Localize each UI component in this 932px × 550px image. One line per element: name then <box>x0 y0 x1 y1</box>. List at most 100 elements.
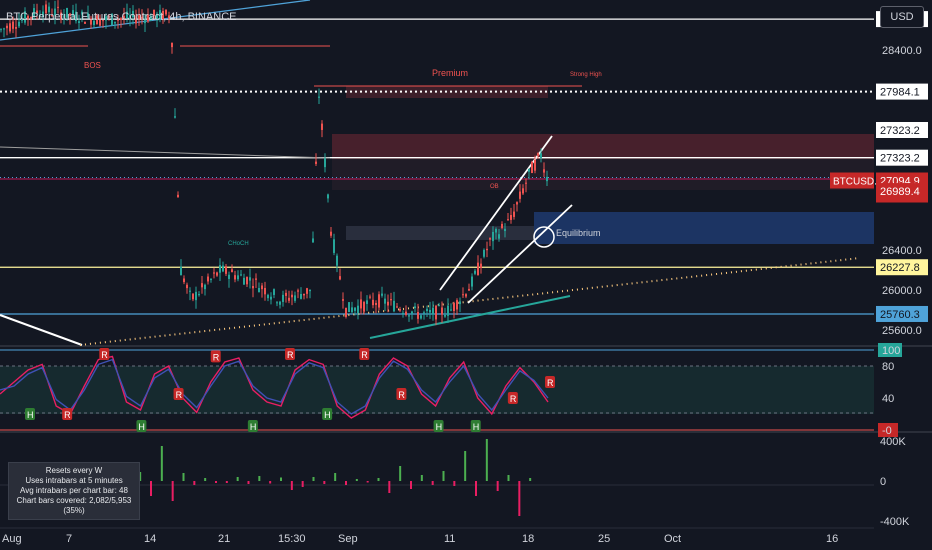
candle-body <box>180 266 182 276</box>
price-tick-label: 25600.0 <box>882 325 922 337</box>
candle-body <box>306 288 308 294</box>
candle-body <box>273 289 275 295</box>
candle-body <box>456 300 458 310</box>
volume-bar <box>182 473 185 481</box>
candle-body <box>504 228 506 232</box>
candle-body <box>168 15 170 19</box>
currency-button[interactable]: USD <box>880 6 924 28</box>
candle-body <box>279 301 281 305</box>
volume-bar <box>301 481 304 487</box>
volume-bar <box>518 481 521 516</box>
candle-body <box>489 238 491 240</box>
price-tags: 28400.026400.026000.025600.028709.127984… <box>830 11 928 337</box>
candle-body <box>9 23 11 32</box>
candle-body <box>318 96 320 98</box>
candle-body <box>315 161 317 164</box>
premium-zone <box>332 134 874 159</box>
x-tick-label: Sep <box>338 533 358 545</box>
candle-body <box>234 275 236 280</box>
oscillator-band <box>0 366 874 414</box>
candle-body <box>441 307 443 315</box>
price-tag-label: 27323.2 <box>880 125 920 137</box>
candle-body <box>459 301 461 305</box>
candle-body <box>474 270 476 274</box>
candle-body <box>156 13 158 21</box>
volume-bar <box>258 476 261 481</box>
blue-trendline <box>0 0 311 41</box>
volume-bar <box>442 471 445 481</box>
candle-body <box>63 15 65 18</box>
candle-body <box>384 298 386 304</box>
candle-body <box>432 307 434 315</box>
volume-bar <box>204 478 207 481</box>
candle-body <box>249 277 251 281</box>
channel-upper <box>439 135 553 291</box>
candle-body <box>513 211 515 217</box>
volume-bar <box>431 481 434 485</box>
candle-body <box>69 13 71 16</box>
signal-label: R <box>547 378 554 388</box>
volume-axis: 400K 0 -400K <box>880 436 910 528</box>
candle-body <box>39 14 41 16</box>
candle-body <box>159 10 161 19</box>
candle-body <box>90 18 92 25</box>
candle-body <box>381 293 383 296</box>
volume-bar <box>215 481 217 483</box>
candle-body <box>189 290 191 292</box>
candle-body <box>420 315 422 319</box>
candle-body <box>444 315 446 317</box>
price-tag-label: 25760.3 <box>880 309 920 321</box>
candle-body <box>507 219 509 221</box>
candle-body <box>18 21 20 27</box>
candle-body <box>93 20 95 25</box>
candle-body <box>66 7 68 18</box>
signal-label: R <box>213 352 220 362</box>
volume-bar <box>485 439 488 481</box>
x-tick-label: 11 <box>444 533 455 545</box>
candle-body <box>321 123 323 130</box>
volume-tick-label: -400K <box>880 516 910 528</box>
signal-badge <box>173 388 184 400</box>
price-tick-label: 26000.0 <box>882 285 922 297</box>
candle-body <box>375 302 377 305</box>
candle-body <box>126 11 128 19</box>
candle-body <box>51 15 53 17</box>
candle-body <box>186 284 188 289</box>
price-tick-label: 26400.0 <box>882 245 922 257</box>
candle-body <box>390 299 392 301</box>
ob-label: OB <box>490 184 499 190</box>
candle-body <box>378 294 380 308</box>
info-line-2: Uses intrabars at 5 minutes <box>25 476 123 485</box>
oscillator-axis: 100 80 40 -0 <box>878 343 902 437</box>
signal-badge <box>507 392 518 404</box>
volume-bar <box>355 479 358 481</box>
price-tag-label: 26989.4 <box>880 186 920 198</box>
candle-body <box>525 182 527 184</box>
candle-body <box>84 21 86 24</box>
candle-body <box>261 285 263 290</box>
candle-body <box>366 300 368 304</box>
equilibrium-zone <box>534 212 874 244</box>
x-tick-label: 21 <box>218 533 230 545</box>
osc-tick-label: -0 <box>882 425 892 437</box>
candle-body <box>264 287 266 295</box>
candle-body <box>105 16 107 21</box>
candle-body <box>393 300 395 312</box>
candle-body <box>192 293 194 300</box>
volume-bar <box>507 475 510 481</box>
candle-body <box>402 312 404 314</box>
candle-body <box>216 272 218 276</box>
candle-body <box>543 169 545 173</box>
candle-body <box>294 295 296 301</box>
candle-body <box>399 309 401 311</box>
equilibrium-circle-marker <box>533 226 555 248</box>
volume-tick-label: 400K <box>880 436 906 448</box>
x-tick-label: 16 <box>826 533 838 545</box>
signal-label: R <box>176 390 183 400</box>
candle-body <box>342 299 344 301</box>
candle-body <box>153 9 155 17</box>
x-tick-label: 15:30 <box>278 533 306 545</box>
signal-badge <box>62 408 73 420</box>
candle-body <box>510 215 512 220</box>
